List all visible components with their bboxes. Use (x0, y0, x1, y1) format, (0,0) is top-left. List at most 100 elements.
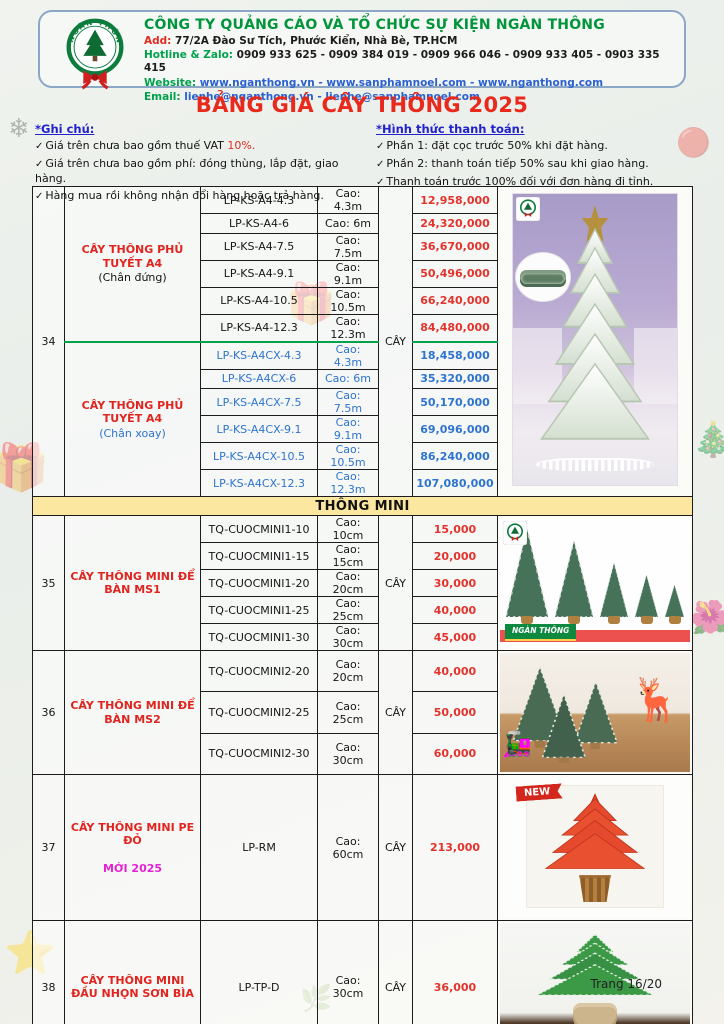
price-cell: 36,000 (412, 920, 498, 1024)
fence-decoration (535, 457, 655, 471)
table-row: LP-KS-A4-12.3 Cao: 12.3m 84,480,000 (33, 313, 693, 343)
product-code: LP-KS-A4-12.3 (200, 313, 318, 343)
product-name: CÂY THÔNG PHỦ TUYẾT A4 (81, 243, 184, 270)
table-row: TQ-CUOCMINI2-30 Cao: 30cm 60,000 (33, 732, 693, 776)
product-code: LP-TP-D (200, 920, 318, 1024)
price-cell: 69,096,000 (412, 415, 498, 444)
product-image-cell: 🦌 🚂 (497, 650, 693, 776)
product-photo-mini-tree-set: NGÀN THÔNG (500, 518, 690, 649)
product-size: Cao: 20cm (317, 650, 379, 693)
website-links[interactable]: www.nganthong.vn - www.sanphamnoel.com -… (199, 76, 604, 89)
product-code: LP-KS-A4CX-12.3 (200, 469, 318, 498)
price-cell: 107,080,000 (412, 469, 498, 498)
price-cell: 50,496,000 (412, 259, 498, 288)
product-code: LP-RM (200, 774, 318, 922)
product-code: LP-KS-A4-9.1 (200, 259, 318, 288)
product-code: TQ-CUOCMINI2-30 (200, 732, 318, 776)
brand-badge-icon (515, 196, 541, 222)
note-item: ✓ Thanh toán trước 100% đối với đơn hàng … (376, 174, 654, 188)
brand-banner: NGÀN THÔNG (505, 623, 577, 642)
product-code: LP-KS-A4-10.5 (200, 286, 318, 315)
product-image-cell: NGÀN THÔNG (497, 515, 693, 652)
product-size: Cao: 25cm (317, 691, 379, 734)
price-cell: 60,000 (412, 732, 498, 776)
product-code: LP-KS-A4CX-4.3 (200, 340, 318, 370)
note-item: ✓ Phần 2: thanh toán tiếp 50% sau khi gia… (376, 156, 649, 170)
product-code: LP-KS-A4CX-6 (200, 368, 318, 390)
product-code: LP-KS-A4CX-10.5 (200, 442, 318, 471)
company-logo-icon: NGÀN THÔNG (54, 8, 124, 90)
green-tree-icon (534, 933, 656, 996)
mini-tree-lineup (504, 529, 686, 625)
brand-badge-icon (502, 520, 528, 546)
basket (579, 875, 611, 903)
section-header: THÔNG MINI (32, 496, 693, 517)
product-size: Cao: 7.5m (317, 388, 379, 417)
price-cell: 24,320,000 (412, 213, 498, 234)
check-icon: ✓ (35, 140, 44, 152)
company-hotline: Hotline & Zalo: 0909 933 625 - 0909 384 … (144, 49, 660, 74)
product-code: LP-KS-A4CX-9.1 (200, 415, 318, 444)
product-name: CÂY THÔNG MINI ĐỂ BÀN MS1 (70, 569, 195, 597)
red-tree-icon (544, 793, 646, 870)
product-image-cell (497, 920, 693, 1024)
price-cell: 20,000 (412, 542, 498, 571)
product-size: Cao: 6m (317, 213, 379, 234)
table-row: 36 CÂY THÔNG MINI ĐỂ BÀN MS2 TQ-CUOCMINI2-… (32, 650, 693, 776)
product-size: Cao: 4.3m (317, 340, 379, 370)
product-name-cell: CÂY THÔNG MINI ĐỂ BÀN MS2 (64, 650, 201, 776)
notes-general: *Ghi chú: ✓ Giá trên chưa bao gồm thuế VA… (35, 122, 370, 205)
product-code: TQ-CUOCMINI2-25 (200, 691, 318, 734)
product-photo-snow-tree (500, 189, 690, 494)
table-row: 37 CÂY THÔNG MINI PE ĐỎ MỚI 2025 LP-RM Cao: … (32, 774, 693, 922)
product-size: Cao: 30cm (317, 732, 379, 776)
product-code: TQ-CUOCMINI2-20 (200, 650, 318, 693)
product-image-cell: NEW (497, 774, 693, 922)
check-icon: ✓ (376, 176, 385, 188)
price-cell: 50,000 (412, 691, 498, 734)
mini-trees-icon (512, 665, 619, 763)
tree-ornament: 🎄 (692, 420, 724, 460)
mini-tree-icon (506, 529, 548, 625)
product-size: Cao: 12.3m (317, 313, 379, 343)
company-name: CÔNG TY QUẢNG CÁO VÀ TỔ CHỨC SỰ KIỆN NGÀ… (144, 17, 605, 33)
product-code: LP-KS-A4-4.3 (200, 186, 318, 214)
page-title: BẢNG GIÁ CÂY THÔNG 2025 (195, 93, 529, 117)
price-cell: 84,480,000 (412, 313, 498, 343)
product-photo-mini-trees-deer: 🦌 🚂 (500, 653, 690, 773)
check-icon: ✓ (35, 158, 44, 170)
price-cell: 50,170,000 (412, 388, 498, 417)
product-size: Cao: 9.1m (317, 259, 379, 288)
snow-tree-photo (512, 193, 678, 487)
price-cell: 45,000 (412, 623, 498, 652)
table-row: LP-KS-A4-6 Cao: 6m 24,320,000 (33, 213, 693, 234)
unit-cell: CÂY (378, 650, 413, 776)
product-code: TQ-CUOCMINI1-15 (200, 542, 318, 571)
price-cell: 66,240,000 (412, 286, 498, 315)
table-row: TQ-CUOCMINI1-20 Cao: 20cm 30,000 (33, 569, 693, 598)
price-cell: 213,000 (412, 774, 498, 922)
row-number: 38 (32, 920, 65, 1024)
product-name: CÂY THÔNG MINI ĐỂ BÀN MS2 (70, 699, 195, 726)
product-photo-red-tree: NEW (500, 777, 690, 919)
note-item: ✓ Hàng mua rồi không nhận đổi hàng hoặc t… (35, 189, 324, 202)
reindeer-figurine: 🦌 (629, 675, 682, 725)
product-name: CÂY THÔNG MINI ĐẦU NHỌN SƠN BÌA (71, 973, 194, 1001)
table-row: TQ-CUOCMINI1-30 Cao: 30cm 45,000 (33, 623, 693, 652)
check-icon: ✓ (35, 191, 44, 202)
table-row: TQ-CUOCMINI2-25 Cao: 25cm 50,000 (33, 691, 693, 734)
unit-cell: CÂY (378, 920, 413, 1024)
snowflake-ornament: ❄ (8, 114, 30, 144)
branch-detail-inset (515, 252, 571, 302)
email-links[interactable]: lienhe@nganthong.vn - lienhe@sanphamnoel… (184, 91, 480, 103)
toy-train: 🚂 (502, 730, 532, 759)
company-email: Email: lienhe@nganthong.vn - lienhe@sanp… (144, 91, 480, 103)
table-row: CÂY THÔNG PHỦ TUYẾT A4 (Chân xoay) LP-KS-A… (33, 340, 693, 498)
note-item: ✓ Phần 1: đặt cọc trước 50% khi đặt hàng. (376, 138, 608, 152)
product-name-cell: CÂY THÔNG MINI ĐẦU NHỌN SƠN BÌA (64, 920, 201, 1024)
product-photo-green-mini-tree (500, 923, 690, 1024)
product-code: LP-KS-A4-7.5 (200, 232, 318, 261)
price-cell: 36,670,000 (412, 232, 498, 261)
row-number: 34 (32, 185, 65, 498)
